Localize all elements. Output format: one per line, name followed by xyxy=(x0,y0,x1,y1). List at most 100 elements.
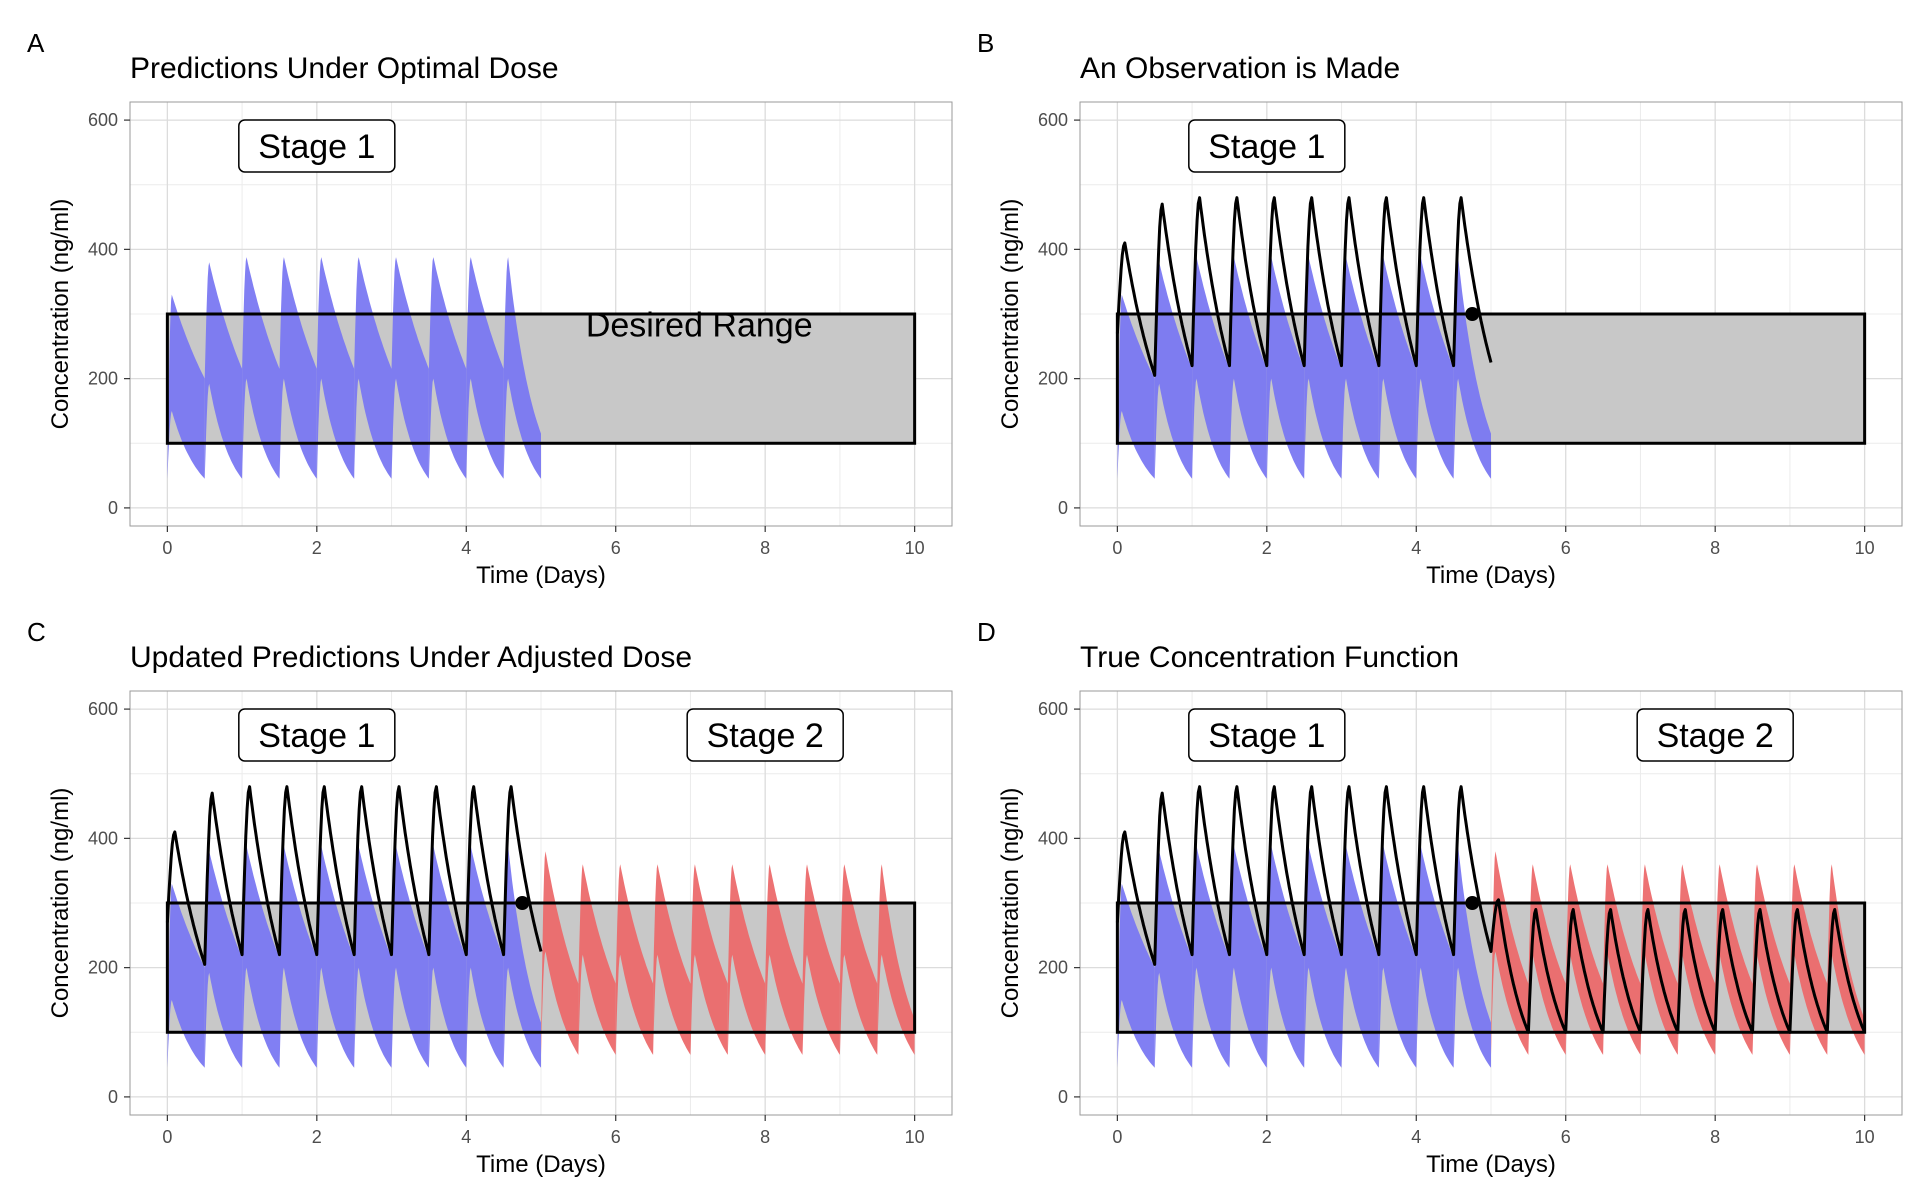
band-dose-1-7 xyxy=(1341,257,1379,479)
y-axis-label: Concentration (ng/ml) xyxy=(997,788,1024,1019)
band-dose-1-1 xyxy=(1117,883,1155,1068)
panel-border xyxy=(129,690,953,1116)
x-axis-label: Time (Days) xyxy=(476,562,606,589)
band-dose-1-9 xyxy=(466,257,504,479)
band-dose-3-3 xyxy=(615,864,654,1055)
x-tick-label: 0 xyxy=(162,1127,172,1147)
stage-label: Stage 2 xyxy=(1657,717,1774,755)
band-dose-1-9 xyxy=(1416,846,1454,1068)
panel-letter: B xyxy=(977,28,994,58)
band-dose-1-3 xyxy=(1192,257,1230,479)
panel-title: Updated Predictions Under Adjusted Dose xyxy=(130,641,692,674)
stage-label-box xyxy=(686,708,844,762)
band-dose-1-5 xyxy=(1266,257,1305,479)
panel-d: D True Concentration Function Stage 1 Stage… xyxy=(977,617,1903,1178)
band-dose-1-3 xyxy=(242,846,280,1068)
band-dose-1-8 xyxy=(428,846,467,1068)
x-tick-label: 6 xyxy=(611,538,621,558)
y-tick-label: 200 xyxy=(1038,369,1068,389)
plot-area xyxy=(1115,196,1867,479)
x-tick-label: 2 xyxy=(312,538,322,558)
x-tick-label: 8 xyxy=(760,1127,770,1147)
band-dose-1-7 xyxy=(1341,846,1379,1068)
band-dose-1-8 xyxy=(1378,846,1417,1068)
band-dose-3-2 xyxy=(578,864,616,1055)
band-dose-1-5 xyxy=(316,257,355,479)
panel-title: Predictions Under Optimal Dose xyxy=(130,52,559,85)
band-dose-1-7 xyxy=(391,257,429,479)
x-tick-label: 4 xyxy=(1411,1127,1421,1147)
y-tick-label: 600 xyxy=(1038,110,1068,130)
band-dose-1-2 xyxy=(1154,851,1193,1068)
band-dose-1-4 xyxy=(1229,846,1267,1068)
stage-label: Stage 1 xyxy=(258,128,375,166)
band-dose-1-1 xyxy=(167,294,205,479)
panel-a: A Predictions Under Optimal Dose Desired R… xyxy=(27,28,953,589)
band-dose-1-8 xyxy=(428,257,467,479)
y-tick-label: 400 xyxy=(88,239,118,259)
y-tick-label: 400 xyxy=(1038,828,1068,848)
x-tick-label: 8 xyxy=(760,538,770,558)
band-dose-3-7 xyxy=(765,864,803,1055)
x-tick-label: 8 xyxy=(1710,1127,1720,1147)
panel-letter: A xyxy=(27,28,45,58)
band-dose-1-6 xyxy=(1304,846,1342,1068)
y-axis-label: Concentration (ng/ml) xyxy=(997,199,1024,430)
concentration-line xyxy=(165,785,543,966)
y-axis-label: Concentration (ng/ml) xyxy=(47,199,74,430)
x-tick-label: 0 xyxy=(162,538,172,558)
x-tick-label: 10 xyxy=(1855,538,1875,558)
band-dose-3-9 xyxy=(839,864,878,1055)
band-dose-1-4 xyxy=(279,257,317,479)
x-axis-label: Time (Days) xyxy=(1426,1151,1556,1178)
y-tick-label: 0 xyxy=(108,498,118,518)
stage-label-box xyxy=(1188,708,1346,762)
panel-title: An Observation is Made xyxy=(1080,52,1400,85)
observation-point xyxy=(1465,896,1480,910)
y-axis-label: Concentration (ng/ml) xyxy=(47,788,74,1019)
band-dose-3-10 xyxy=(877,864,915,1055)
x-axis-label: Time (Days) xyxy=(476,1151,606,1178)
x-axis-label: Time (Days) xyxy=(1426,562,1556,589)
y-tick-label: 0 xyxy=(1058,498,1068,518)
stage-label-box xyxy=(1636,708,1794,762)
panel-c: C Updated Predictions Under Adjusted Dose… xyxy=(27,617,953,1178)
band-dose-1-7 xyxy=(391,846,429,1068)
desired-range-outline xyxy=(165,312,917,445)
observation-point xyxy=(515,896,530,910)
x-tick-label: 0 xyxy=(1112,1127,1122,1147)
band-dose-3-6 xyxy=(727,864,766,1055)
stage-label-box xyxy=(238,119,396,173)
desired-range-label: Desired Range xyxy=(586,307,813,345)
band-dose-1-6 xyxy=(354,257,392,479)
y-tick-label: 400 xyxy=(1038,239,1068,259)
band-dose-1-5 xyxy=(1266,846,1305,1068)
desired-range-outline xyxy=(1115,901,1867,1034)
y-tick-label: 600 xyxy=(88,110,118,130)
panel-letter: D xyxy=(977,617,996,647)
desired-range-outline xyxy=(1115,312,1867,445)
band-dose-3-5 xyxy=(690,864,728,1055)
band-dose-1-2 xyxy=(204,851,243,1068)
concentration-line xyxy=(1115,196,1493,377)
band-dose-1-9 xyxy=(466,846,504,1068)
x-tick-label: 2 xyxy=(1262,538,1272,558)
stage-label: Stage 1 xyxy=(1208,717,1325,755)
observation-point xyxy=(1465,307,1480,321)
y-tick-label: 400 xyxy=(88,828,118,848)
band-dose-3-4 xyxy=(653,864,691,1055)
x-tick-label: 10 xyxy=(905,1127,925,1147)
y-tick-label: 0 xyxy=(108,1087,118,1107)
x-tick-label: 2 xyxy=(312,1127,322,1147)
y-tick-label: 200 xyxy=(88,958,118,978)
panel-border xyxy=(1079,101,1903,527)
plot-area xyxy=(165,257,917,479)
stage-label: Stage 1 xyxy=(258,717,375,755)
panel-b: B An Observation is Made Stage 1 0 2 4 6 8 10 0 20… xyxy=(977,28,1903,589)
band-dose-1-9 xyxy=(1416,257,1454,479)
x-tick-label: 6 xyxy=(1561,1127,1571,1147)
band-dose-1-5 xyxy=(316,846,355,1068)
stage-label-box xyxy=(238,708,396,762)
panel-border xyxy=(129,101,953,527)
stage-label-box xyxy=(1188,119,1346,173)
